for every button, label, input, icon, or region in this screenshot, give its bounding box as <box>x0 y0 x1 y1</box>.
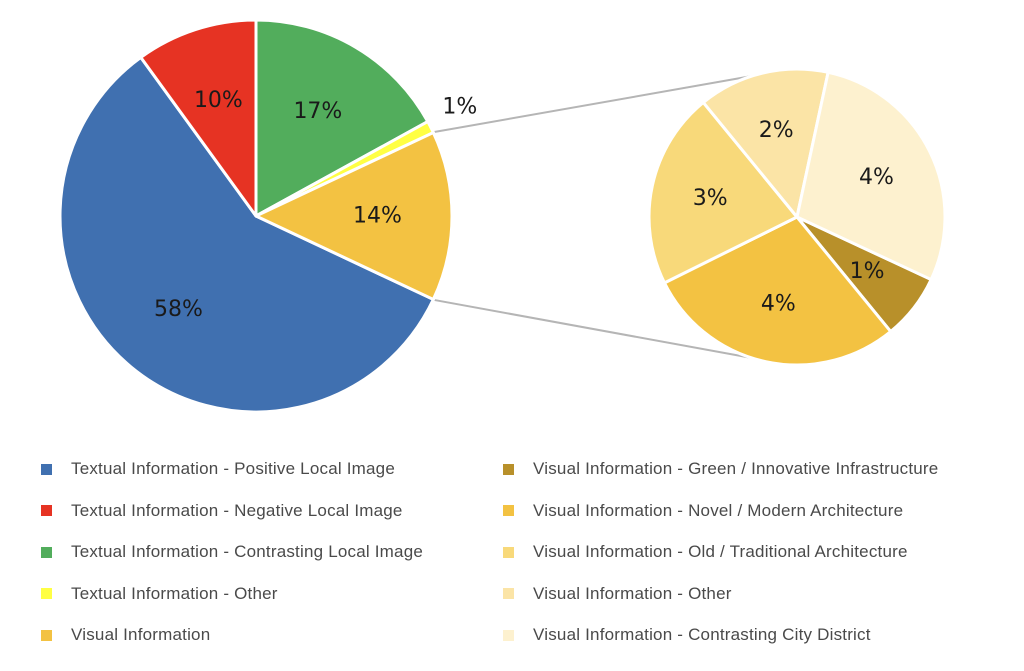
breakdown-label-visual-information-old-traditional-architecture: 3% <box>693 186 728 211</box>
slice-labels: 58% 10% 17% 1% 14% 1% 4% 3% 2% 4% <box>154 88 894 322</box>
main-label-textual-information-other: 1% <box>442 95 477 120</box>
breakdown-label-visual-information-other: 2% <box>759 118 794 143</box>
breakdown-label-visual-information-green-innovative-infrastructure: 1% <box>850 259 885 284</box>
main-label-visual-information: 14% <box>353 204 402 229</box>
main-slice-textual-information-negative-local-image <box>139 18 258 218</box>
main-slice-textual-information-positive-local-image <box>58 55 435 414</box>
connector-line-top <box>431 75 753 134</box>
main-label-textual-information-negative-local-image: 10% <box>194 88 243 113</box>
breakdown-slice-visual-information-contrasting-city-district <box>795 70 947 282</box>
breakdown-pie <box>647 67 947 367</box>
breakdown-label-visual-information-contrasting-city-district: 4% <box>859 165 894 190</box>
breakdown-label-visual-information-novel-modern-architecture: 4% <box>761 291 796 316</box>
breakdown-slice-visual-information-other <box>701 67 830 219</box>
main-label-textual-information-contrasting-local-image: 17% <box>293 99 342 124</box>
connector-line-bottom <box>431 298 753 359</box>
connector-lines <box>431 75 753 359</box>
main-slice-visual-information <box>254 131 454 301</box>
main-pie <box>58 18 454 414</box>
main-label-textual-information-positive-local-image: 58% <box>154 297 203 322</box>
main-slice-textual-information-contrasting-local-image <box>254 18 430 218</box>
breakdown-slice-visual-information-old-traditional-architecture <box>647 100 799 285</box>
breakdown-slice-visual-information-novel-modern-architecture <box>662 215 893 367</box>
